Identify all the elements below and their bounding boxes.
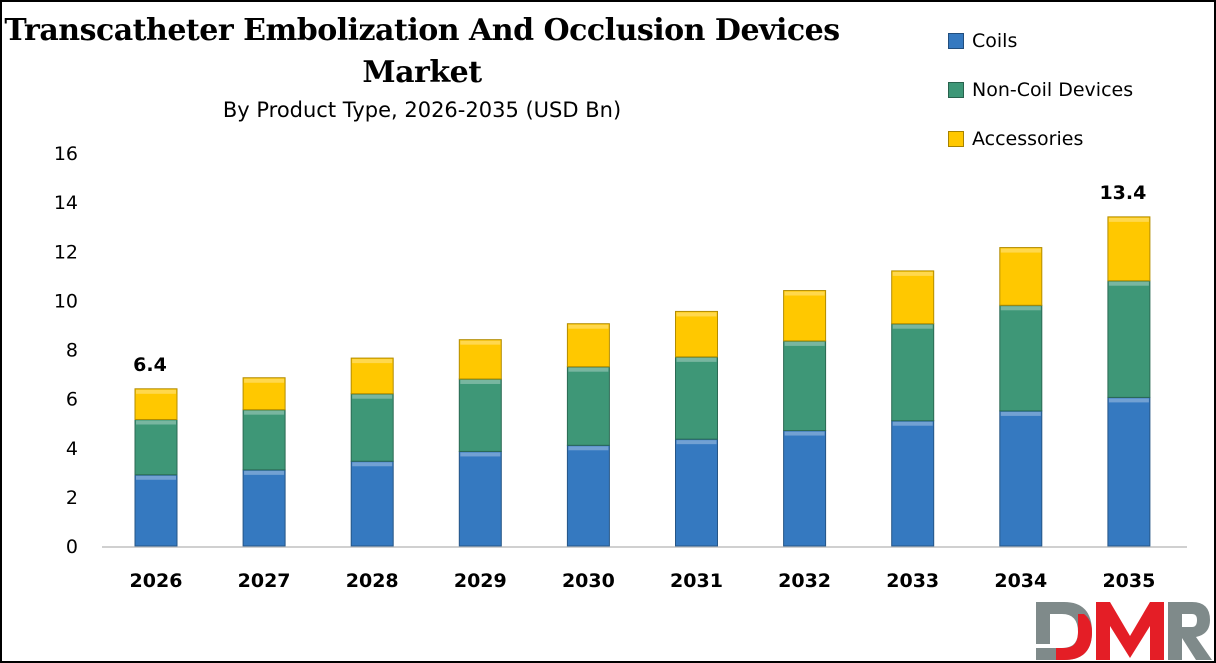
- bar-bevel: [676, 312, 717, 317]
- bar-bevel: [352, 359, 393, 364]
- bar-segment: [783, 340, 827, 432]
- bar-bevel: [568, 367, 609, 372]
- legend-item: Accessories: [948, 114, 1133, 163]
- legend-label: Non-Coil Devices: [972, 78, 1134, 101]
- bar-segment: [675, 438, 718, 547]
- x-tick-label: 2029: [454, 570, 507, 592]
- bar-segment: [134, 474, 178, 547]
- y-tick-label: 6: [66, 389, 78, 411]
- legend-swatch: [948, 81, 964, 98]
- y-tick-label: 14: [54, 192, 78, 214]
- bar-segment: [999, 247, 1043, 306]
- legend: Coils Non-Coil Devices Accessories: [948, 16, 1133, 163]
- bar-bevel: [352, 462, 393, 467]
- y-tick-label: 16: [54, 143, 78, 165]
- bar-segment: [350, 357, 394, 395]
- legend-swatch: [948, 130, 964, 147]
- bar-bevel: [1108, 398, 1149, 403]
- bar-bevel: [1000, 411, 1041, 416]
- bar-bevel: [892, 421, 933, 426]
- bar-bevel: [784, 431, 825, 436]
- bar-bevel: [1108, 281, 1149, 286]
- x-tick-label: 2031: [670, 570, 723, 592]
- x-tick-label: 2033: [886, 570, 939, 592]
- bar-bevel: [784, 341, 825, 346]
- bar-segment: [458, 378, 502, 452]
- bar-segment: [242, 469, 286, 547]
- bar-bevel: [244, 410, 285, 415]
- bar-bevel: [136, 420, 176, 425]
- chart-subtitle: By Product Type, 2026-2035 (USD Bn): [222, 98, 622, 122]
- bar-segment: [1107, 280, 1151, 398]
- bar-segment: [675, 356, 718, 440]
- bar-bevel: [676, 440, 717, 445]
- chart-title: Transcatheter Embolization And Occlusion…: [4, 13, 840, 90]
- bar-bevel: [568, 324, 609, 329]
- bar-segment: [1107, 216, 1151, 282]
- bar-segment: [242, 377, 286, 411]
- y-tick-label: 10: [54, 290, 78, 312]
- bar-segment: [891, 323, 935, 422]
- x-tick-label: 2034: [994, 570, 1047, 592]
- legend-item: Non-Coil Devices: [948, 65, 1133, 114]
- bar-bevel: [1000, 248, 1041, 253]
- dmr-logo: [1036, 602, 1212, 660]
- bar-segment: [675, 310, 718, 358]
- bar-segment: [783, 290, 827, 342]
- data-label: 13.4: [1099, 182, 1146, 204]
- bar-segment: [783, 430, 827, 547]
- x-tick-label: 2028: [346, 570, 399, 592]
- x-tick-label: 2026: [130, 570, 183, 592]
- bar-bevel: [244, 470, 285, 475]
- x-tick-label: 2035: [1102, 570, 1155, 592]
- bar-segment: [134, 419, 178, 476]
- bar-bevel: [136, 475, 176, 480]
- bar-segment: [458, 450, 502, 547]
- bar-bevel: [352, 394, 393, 399]
- y-tick-label: 8: [66, 340, 78, 362]
- legend-label: Accessories: [972, 127, 1084, 150]
- bar-bevel: [460, 452, 501, 457]
- bar-segment: [1107, 396, 1151, 547]
- bar-segment: [891, 420, 935, 547]
- bar-bevel: [136, 389, 176, 394]
- bar-segment: [134, 388, 178, 421]
- y-tick-label: 0: [66, 536, 78, 558]
- x-tick-label: 2030: [562, 570, 615, 592]
- bar-bevel: [892, 324, 933, 329]
- y-tick-label: 12: [54, 241, 78, 263]
- bar-segment: [242, 409, 286, 471]
- bar-bevel: [244, 378, 285, 383]
- bar-bevel: [568, 446, 609, 451]
- bar-bevel: [1000, 306, 1041, 311]
- bar-segment: [566, 366, 610, 446]
- y-tick-label: 4: [66, 438, 78, 460]
- legend-swatch: [948, 32, 964, 49]
- bar-segment: [891, 270, 935, 325]
- bar-segment: [999, 304, 1043, 412]
- bar-segment: [999, 410, 1043, 547]
- y-tick-label: 2: [66, 487, 78, 509]
- data-label: 6.4: [133, 354, 167, 376]
- bar-bevel: [1108, 217, 1149, 222]
- bar-bevel: [460, 340, 501, 345]
- legend-item: Coils: [948, 16, 1133, 65]
- bar-bevel: [892, 271, 933, 276]
- bar-segment: [350, 393, 394, 462]
- bar-segment: [566, 323, 610, 368]
- bar-bevel: [460, 379, 501, 384]
- x-tick-label: 2027: [238, 570, 291, 592]
- x-tick-label: 2032: [778, 570, 831, 592]
- legend-label: Coils: [972, 29, 1018, 52]
- bar-bevel: [784, 291, 825, 296]
- bar-segment: [458, 339, 502, 380]
- bar-segment: [350, 460, 394, 547]
- bar-bevel: [676, 357, 717, 362]
- bar-segment: [566, 444, 610, 547]
